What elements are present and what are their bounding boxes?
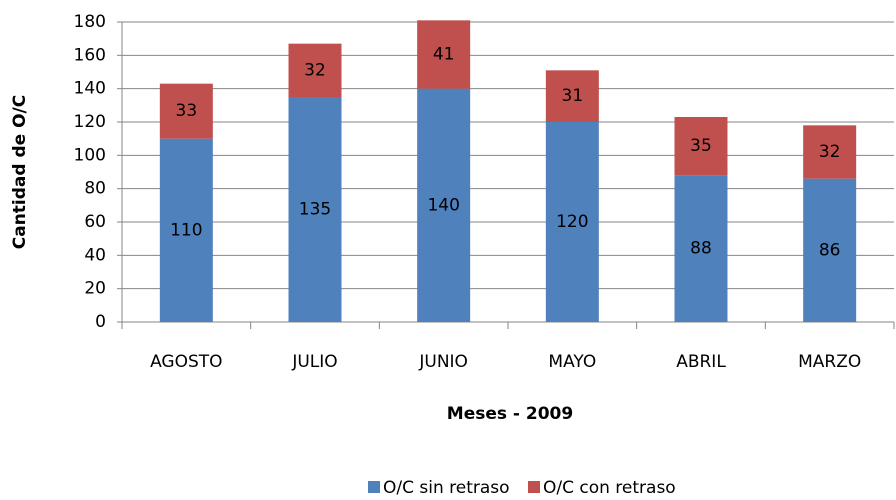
data-label: 32: [304, 60, 326, 80]
y-tick-label: 80: [84, 179, 106, 199]
x-tick-label: AGOSTO: [150, 352, 222, 372]
data-label: 32: [819, 142, 841, 162]
bar-segment: [803, 178, 857, 322]
bar-segment: [159, 83, 213, 139]
y-tick-label: 120: [74, 112, 106, 132]
y-tick-label: 160: [74, 45, 106, 65]
y-tick-label: 40: [84, 245, 106, 265]
bar-segment: [545, 70, 599, 122]
legend-label: O/C con retraso: [543, 478, 676, 498]
data-label: 35: [690, 136, 712, 156]
y-tick-label: 180: [74, 12, 106, 32]
x-tick-label: MARZO: [798, 352, 861, 372]
bar-segment: [288, 43, 342, 97]
legend-swatch: [368, 481, 380, 493]
bar-segment: [803, 125, 857, 179]
y-tick-label: 60: [84, 212, 106, 232]
bar-segment: [417, 88, 471, 323]
y-tick-label: 20: [84, 279, 106, 299]
bar-segment: [417, 20, 471, 89]
data-label: 88: [690, 239, 712, 259]
bar-segment: [159, 138, 213, 322]
y-tick-label: 140: [74, 79, 106, 99]
data-label: 110: [170, 220, 202, 240]
y-tick-label: 100: [74, 145, 106, 165]
x-tick-label: JULIO: [291, 352, 337, 372]
y-tick-label: 0: [95, 312, 106, 332]
y-axis-title: Cantidad de O/C: [10, 95, 30, 250]
data-label: 41: [433, 45, 455, 65]
data-label: 31: [562, 86, 584, 106]
legend-label: O/C sin retraso: [383, 478, 510, 498]
x-tick-label: MAYO: [548, 352, 596, 372]
bar-segment: [288, 97, 342, 322]
data-label: 86: [819, 240, 841, 260]
data-label: 33: [176, 101, 198, 121]
data-label: 120: [556, 212, 588, 232]
data-label: 140: [427, 195, 459, 215]
data-label: 135: [299, 200, 331, 220]
x-tick-label: JUNIO: [418, 352, 468, 372]
bar-segment: [545, 122, 599, 322]
legend-swatch: [528, 481, 540, 493]
bar-segment: [674, 117, 728, 176]
bar-segment: [674, 175, 728, 322]
x-tick-label: ABRIL: [676, 352, 726, 372]
x-axis-title: Meses - 2009: [447, 404, 573, 424]
